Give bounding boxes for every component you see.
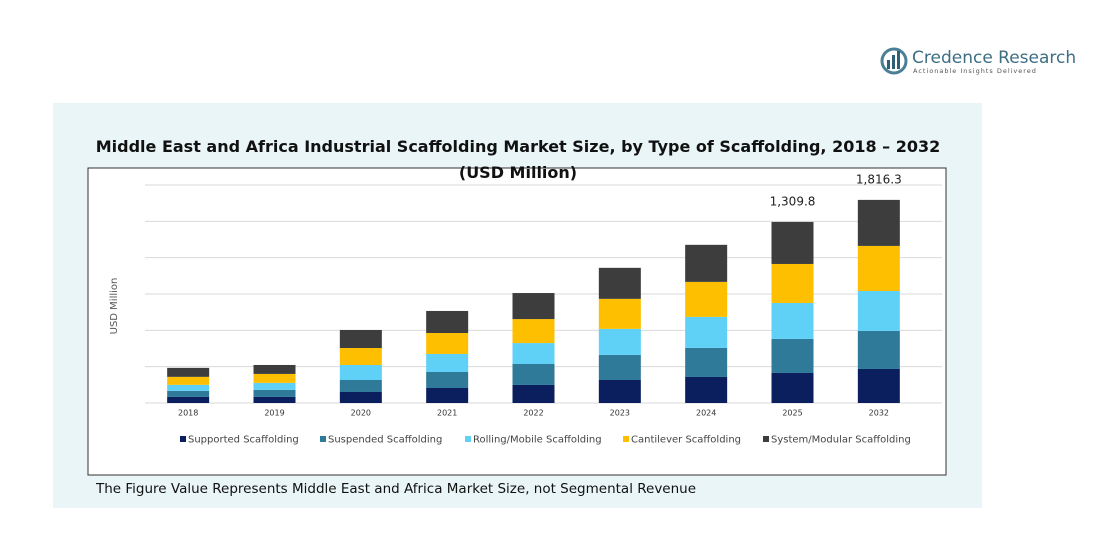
- x-tick-label: 2020: [351, 409, 371, 418]
- x-tick-label: 2023: [610, 409, 630, 418]
- bar-segment: [857, 368, 900, 403]
- bar-segment: [598, 328, 641, 355]
- bar-segment: [685, 376, 728, 403]
- bar-segment: [512, 319, 555, 344]
- x-tick-label: 2024: [696, 409, 716, 418]
- bar-segment: [771, 221, 814, 264]
- bar-segment: [339, 364, 382, 380]
- total-label: 1,816.3: [856, 172, 902, 186]
- bar-segment: [167, 390, 210, 397]
- legend-label: Rolling/Mobile Scaffolding: [473, 435, 602, 446]
- bar-segment: [253, 396, 296, 403]
- chart-title: Middle East and Africa Industrial Scaffo…: [95, 137, 941, 182]
- x-tick-label: 2021: [437, 409, 457, 418]
- bar-segment: [339, 391, 382, 403]
- x-tick-label: 2032: [869, 409, 889, 418]
- bar-segment: [253, 373, 296, 383]
- bar-segment: [512, 384, 555, 403]
- logo-icon: [892, 55, 895, 69]
- bar-segment: [426, 387, 469, 403]
- y-axis-label: USD Million: [109, 278, 120, 335]
- bar-segment: [771, 372, 814, 403]
- bar-segment: [339, 329, 382, 349]
- logo-icon: [880, 47, 908, 75]
- bar-segment: [857, 245, 900, 291]
- legend-swatch: [623, 436, 629, 442]
- bar-segment: [857, 290, 900, 331]
- legend-swatch: [763, 436, 769, 442]
- legend-label: Supported Scaffolding: [188, 435, 299, 446]
- bar-segment: [685, 347, 728, 377]
- legend-label: Suspended Scaffolding: [328, 435, 442, 446]
- bar-segment: [598, 267, 641, 299]
- bar-segment: [857, 330, 900, 369]
- bar-segment: [426, 332, 469, 354]
- bar-segment: [253, 364, 296, 374]
- legend-swatch: [465, 436, 471, 442]
- bar-segment: [771, 263, 814, 303]
- bar-segment: [771, 338, 814, 373]
- logo: Credence Research Actionable Insights De…: [880, 47, 1076, 75]
- x-tick-label: 2019: [264, 409, 284, 418]
- bar-segment: [771, 302, 814, 339]
- bar-segment: [426, 353, 469, 372]
- bar-segment: [685, 316, 728, 348]
- logo-tagline: Actionable Insights Delivered: [913, 67, 1037, 75]
- bar-segment: [167, 367, 210, 377]
- bar-segment: [685, 244, 728, 282]
- bar-segment: [167, 384, 210, 391]
- bar-segment: [339, 379, 382, 392]
- x-tick-label: 2022: [523, 409, 543, 418]
- logo-icon: [887, 60, 890, 69]
- bar-segment: [426, 310, 469, 333]
- legend-swatch: [320, 436, 326, 442]
- bar-segment: [512, 293, 555, 320]
- footnote: The Figure Value Represents Middle East …: [95, 481, 696, 497]
- bar-segment: [598, 379, 641, 403]
- bar-segment: [253, 389, 296, 397]
- logo-icon: [897, 51, 900, 69]
- bar-segment: [253, 382, 296, 390]
- bar-segment: [598, 298, 641, 329]
- logo-name: Credence Research: [912, 48, 1076, 68]
- bar-segment: [167, 376, 210, 385]
- bar-segment: [426, 371, 469, 388]
- bar-segment: [685, 281, 728, 317]
- bar-segment: [167, 396, 210, 403]
- legend-label: System/Modular Scaffolding: [771, 435, 911, 446]
- total-label: 1,309.8: [770, 194, 816, 208]
- x-tick-label: 2025: [782, 409, 802, 418]
- bar-segment: [339, 348, 382, 365]
- bar-segment: [512, 343, 555, 365]
- bar-segment: [857, 199, 900, 246]
- bar-segment: [598, 354, 641, 380]
- legend-label: Cantilever Scaffolding: [631, 435, 741, 446]
- legend-swatch: [180, 436, 186, 442]
- bar-segment: [512, 364, 555, 385]
- x-tick-label: 2018: [178, 409, 198, 418]
